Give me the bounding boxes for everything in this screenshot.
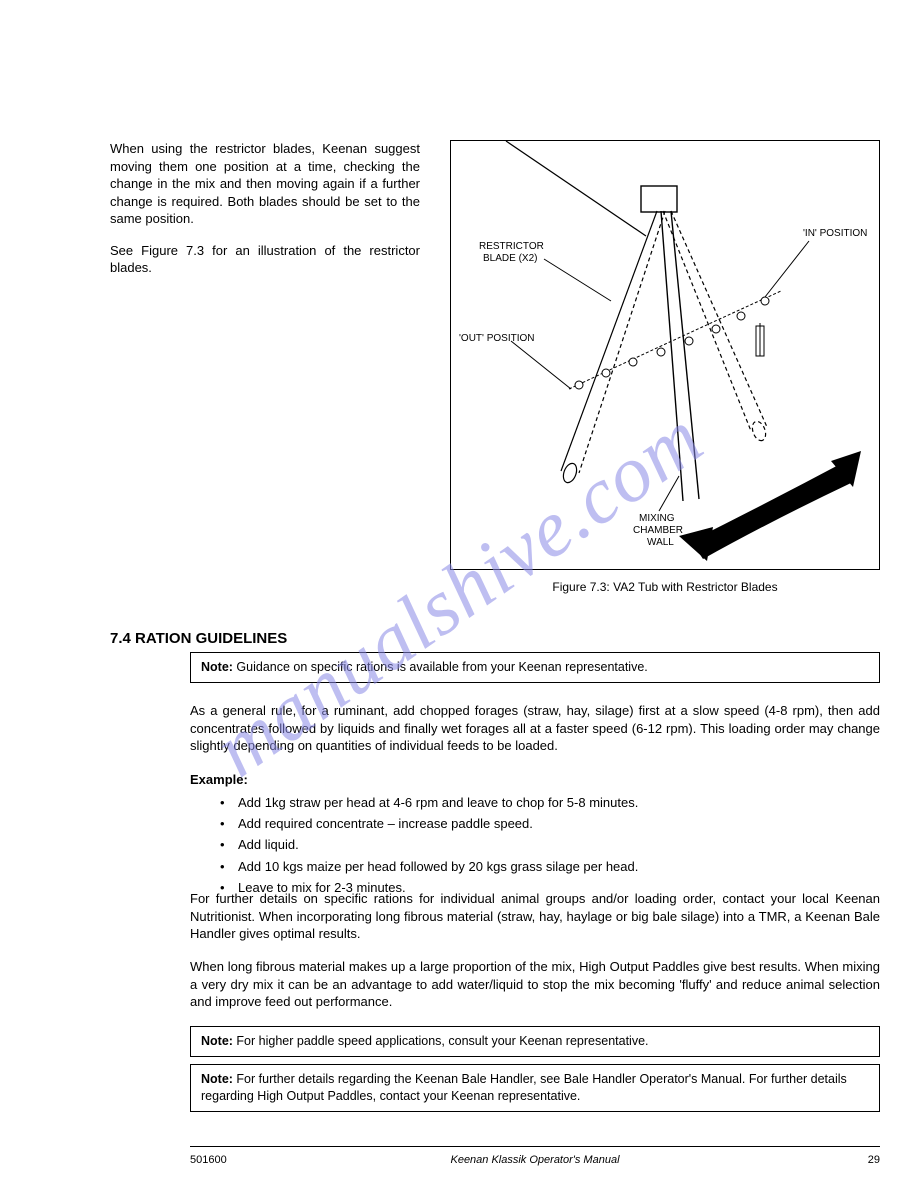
list-item: Add required concentrate – increase padd…: [220, 815, 880, 833]
paragraph-high-output: When long fibrous material makes up a la…: [190, 958, 880, 1011]
footer-page-number: 29: [868, 1154, 880, 1166]
label-restrictor: RESTRICTOR: [479, 241, 544, 252]
page-footer: 501600 Keenan Klassik Operator's Manual …: [190, 1154, 880, 1166]
note-box-2: Note: For higher paddle speed applicatio…: [190, 1026, 880, 1057]
example-bullet-list: Add 1kg straw per head at 4-6 rpm and le…: [220, 794, 880, 900]
list-item: Add liquid.: [220, 836, 880, 854]
note-box-3: Note: For further details regarding the …: [190, 1064, 880, 1112]
figure-box: RESTRICTOR BLADE (X2) 'OUT' POSITION 'IN…: [450, 140, 880, 570]
note-2-label: Note:: [201, 1034, 233, 1048]
figure-caption: Figure 7.3: VA2 Tub with Restrictor Blad…: [450, 580, 880, 594]
intro-paragraph-1: When using the restrictor blades, Keenan…: [110, 140, 420, 228]
paragraph-loading-order: As a general rule, for a ruminant, add c…: [190, 702, 880, 755]
footer-rule: [190, 1146, 880, 1147]
footer-doc-id: 501600: [190, 1154, 227, 1166]
intro-paragraph-2: See Figure 7.3 for an illustration of th…: [110, 242, 420, 277]
note-3-text: For further details regarding the Keenan…: [201, 1072, 847, 1103]
note-2-text: For higher paddle speed applications, co…: [233, 1034, 649, 1048]
label-out: 'OUT' POSITION: [459, 333, 535, 344]
label-in: 'IN' POSITION: [803, 228, 867, 239]
svg-text:WALL: WALL: [647, 537, 674, 548]
list-item: Add 1kg straw per head at 4-6 rpm and le…: [220, 794, 880, 812]
example-heading: Example:: [190, 772, 248, 787]
intro-column: When using the restrictor blades, Keenan…: [110, 140, 420, 291]
restrictor-diagram: RESTRICTOR BLADE (X2) 'OUT' POSITION 'IN…: [451, 141, 879, 569]
ration-guidelines-heading: 7.4 RATION GUIDELINES: [110, 630, 287, 647]
note-box-1: Note: Guidance on specific rations is av…: [190, 652, 880, 683]
note-1-label: Note:: [201, 660, 233, 674]
label-chamber-1: MIXING: [639, 513, 675, 524]
note-1-text: Guidance on specific rations is availabl…: [233, 660, 648, 674]
list-item: Add 10 kgs maize per head followed by 20…: [220, 858, 880, 876]
note-3-label: Note:: [201, 1072, 233, 1086]
svg-text:BLADE (X2): BLADE (X2): [483, 253, 537, 264]
paragraph-bale-handler: For further details on specific rations …: [190, 890, 880, 943]
footer-title: Keenan Klassik Operator's Manual: [450, 1154, 619, 1166]
svg-text:CHAMBER: CHAMBER: [633, 525, 683, 536]
